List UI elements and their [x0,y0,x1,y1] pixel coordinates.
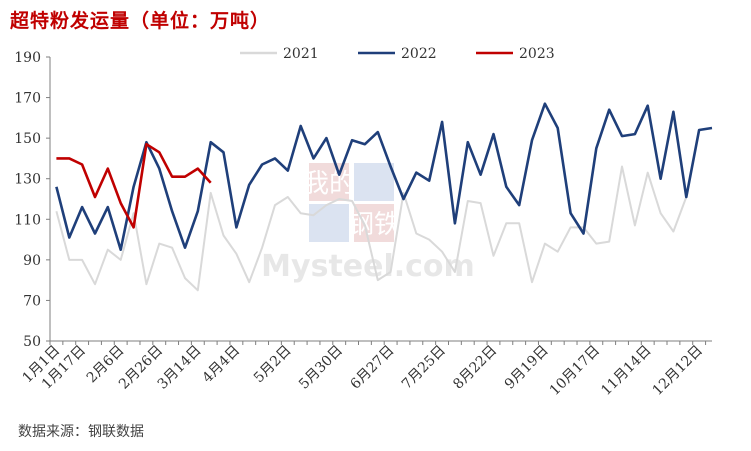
watermark-text-bottom: 钢铁 [348,210,400,240]
watermark-block [354,204,394,242]
x-tick-label: 8月22日 [450,343,500,393]
x-tick-label: 4月4日 [199,343,243,387]
watermark-block [309,204,349,242]
legend: 2021 2022 2023 [240,46,555,62]
x-tick-label: 5月2日 [251,343,295,387]
series-line-2021 [55,165,688,292]
series-lines [55,102,713,292]
legend-label-2022: 2022 [401,46,437,62]
source-note: 数据来源：钢联数据 [18,424,144,440]
y-tick-label: 110 [14,212,41,228]
legend-label-2021: 2021 [283,46,319,62]
watermark-brand: Mysteel.com [261,249,475,284]
y-tick-label: 170 [14,91,41,107]
watermark: 我的 钢铁 Mysteel.com [261,163,475,284]
y-tick-label: 90 [23,253,41,269]
x-tick-label: 11月14日 [598,343,654,399]
y-tick-label: 50 [23,334,41,350]
series-line-2023 [56,142,212,229]
legend-label-2023: 2023 [519,46,555,62]
y-tick-label: 190 [14,50,41,66]
chart-title: 超特粉发运量（单位：万吨） [10,10,271,32]
x-tick-label: 5月30日 [296,343,346,393]
y-tick-label: 130 [14,172,41,188]
x-tick-label: 6月27日 [347,343,397,393]
series-line-2022 [55,102,713,251]
x-tick-label: 10月17日 [547,343,603,399]
y-tick-label: 70 [23,293,41,309]
x-tick-label: 12月12日 [650,343,706,399]
watermark-text-top: 我的 [303,169,355,199]
y-tick-label: 150 [14,131,41,147]
watermark-block [354,163,394,201]
x-tick-label: 9月19日 [502,343,552,393]
x-tick-label: 7月25日 [399,343,449,393]
